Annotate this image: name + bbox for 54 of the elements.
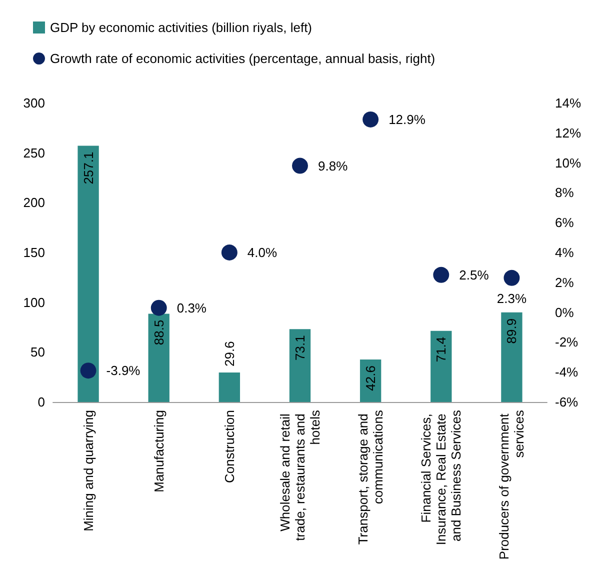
point (504, 270, 520, 286)
data-label: 29.6 (222, 341, 237, 366)
data-label: -3.9% (106, 363, 141, 378)
data-label: 257.1 (80, 152, 96, 184)
y2-tick-label: -4% (555, 364, 579, 380)
legend-label: Growth rate of economic activities (percentage, annual basis, right) (50, 51, 436, 66)
x-tick-label: Mining and quarrying (80, 410, 96, 532)
y2-tick-label: 0% (555, 304, 574, 320)
y-tick-label: 0 (38, 394, 45, 410)
data-label: 4.0% (247, 245, 278, 260)
y2-tick-label: 12% (555, 125, 582, 140)
data-label: 0.3% (176, 300, 207, 316)
data-label: 88.5 (151, 320, 166, 346)
y-tick-label: 300 (23, 96, 45, 110)
x-tick-label: Transport, storage and communications (356, 410, 386, 545)
x-tick-label: Manufacturing (151, 410, 166, 492)
bar (501, 312, 522, 402)
point (80, 362, 96, 379)
point (221, 244, 238, 260)
x-tick-label: Producers of government services (496, 410, 527, 560)
y-tick-label: 250 (23, 145, 45, 160)
data-label: 89.9 (504, 318, 520, 344)
y-tick-label: 200 (23, 195, 45, 210)
x-tick-label: Construction (222, 410, 237, 483)
x-tick-label: Financial Services, Insurance, Real Estate and Business Services (418, 410, 464, 546)
point (292, 158, 308, 174)
y2-tick-label: 6% (555, 215, 574, 230)
data-label: 73.1 (292, 335, 308, 360)
bar (289, 329, 311, 402)
y2-tick-label: 4% (555, 245, 574, 260)
bar (148, 314, 170, 402)
y2-tick-label: -6% (555, 394, 579, 410)
bar (430, 330, 452, 402)
y2-tick-label: 8% (555, 185, 574, 200)
point (433, 266, 450, 283)
bar (218, 372, 240, 402)
y2-tick-label: 14% (555, 96, 582, 110)
data-label: 42.6 (363, 366, 378, 391)
y-tick-label: 50 (30, 344, 45, 360)
y-tick-label: 150 (23, 245, 45, 260)
y2-tick-label: 2% (555, 274, 574, 290)
data-label: 2.5% (459, 267, 490, 282)
x-tick-label: Wholesale and retail trade, restaurants and hotels (278, 410, 322, 541)
data-label: 71.4 (434, 336, 449, 362)
point (150, 300, 167, 316)
y2-tick-label: 10% (555, 155, 582, 170)
data-label: 2.3% (496, 290, 527, 306)
data-label: 12.9% (388, 112, 426, 127)
y2-tick-label: -2% (555, 334, 579, 350)
point (362, 111, 379, 128)
y-tick-label: 100 (23, 294, 45, 310)
data-label: 9.8% (318, 158, 348, 174)
bar (78, 146, 99, 402)
legend-label: GDP by economic activities (billion riyals, left) (50, 20, 312, 35)
